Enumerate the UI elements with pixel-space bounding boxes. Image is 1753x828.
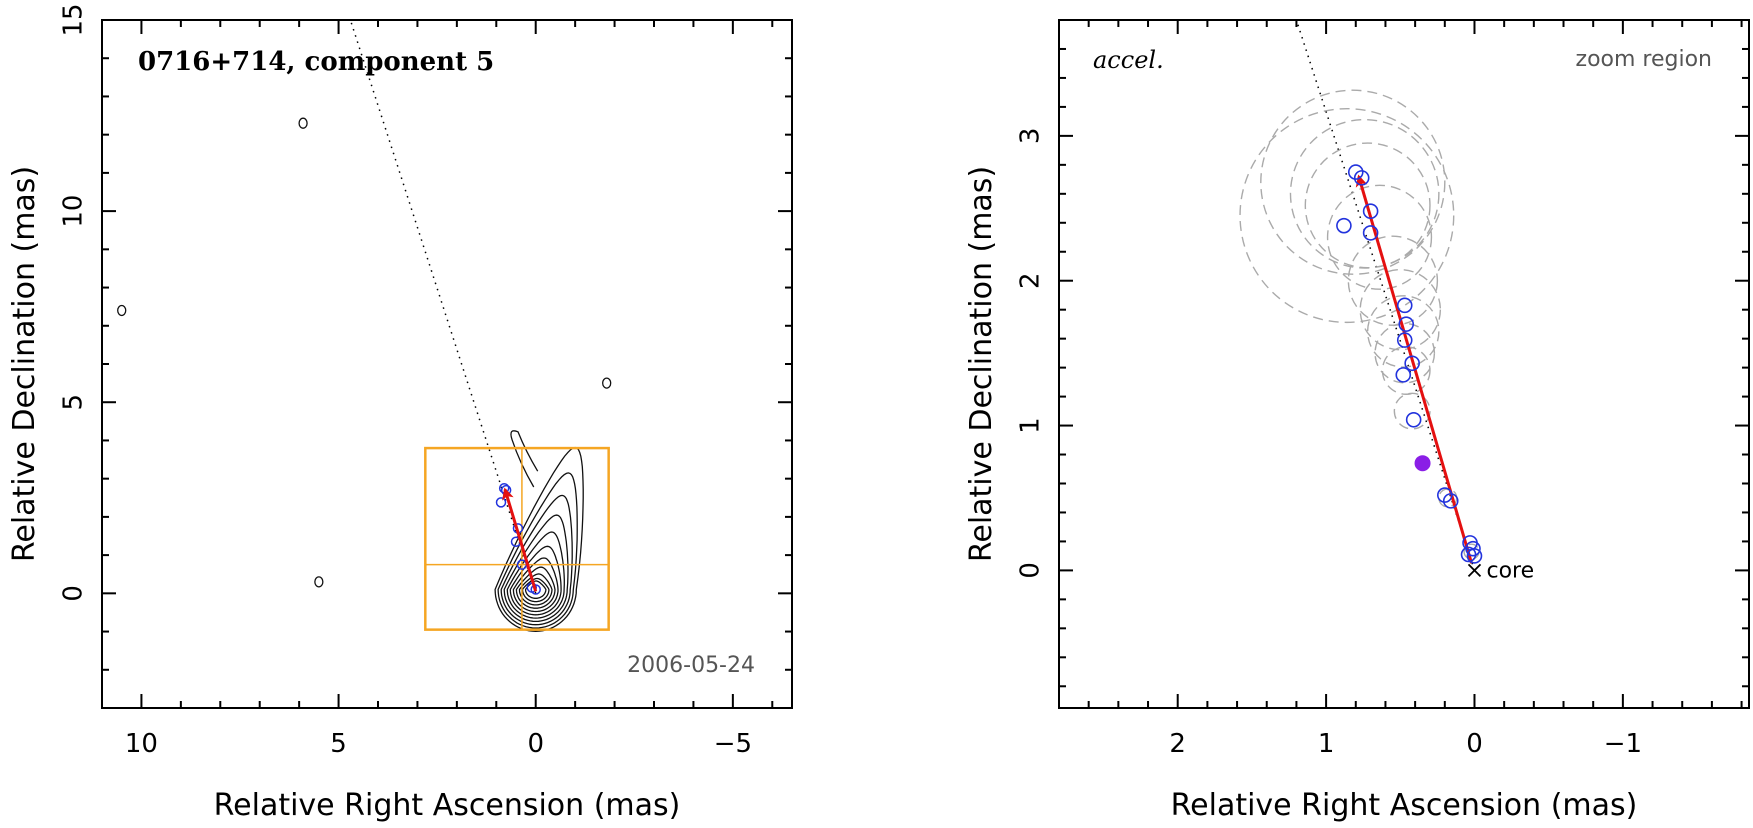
- contour-island: [117, 304, 127, 317]
- contour-ring: [500, 494, 573, 626]
- right-jet-direction-line: [1295, 20, 1476, 571]
- right-plot-frame: [1058, 19, 1750, 709]
- contour-ring: [497, 472, 578, 629]
- uncertainty-circle: [1393, 392, 1431, 430]
- component-position: [1396, 332, 1413, 348]
- left-tick-marks: [101, 19, 792, 709]
- left-velocity-arrow: [502, 487, 538, 592]
- left-panel-title: 0716+714, component 5: [138, 47, 494, 77]
- contour-ring: [515, 566, 556, 609]
- right-panel-title: accel.: [1093, 46, 1164, 74]
- right-x-tick-label: 0: [1466, 729, 1483, 759]
- contour-ring: [494, 446, 584, 632]
- uncertainty-circle: [1381, 346, 1431, 395]
- contour-island: [602, 377, 612, 389]
- component-position: [1395, 367, 1412, 383]
- contour-ring: [512, 557, 559, 613]
- contour-island: [298, 117, 308, 129]
- component-position: [1347, 164, 1364, 180]
- uncertainty-circle: [1304, 142, 1431, 269]
- core-label: core: [1486, 558, 1534, 583]
- left-x-tick-label: 10: [125, 729, 158, 759]
- left-y-axis-title: Relative Declination (mas): [7, 166, 42, 562]
- uncertainty-circles: [1239, 89, 1480, 560]
- contour-lobe: [510, 430, 539, 488]
- right-x-tick-label: 1: [1318, 729, 1335, 759]
- component-position: [1460, 546, 1477, 563]
- left-tick-labels: 10 5 0 −5 0 5 10 15: [59, 3, 753, 759]
- acceleration-marker: [1414, 455, 1431, 472]
- component-position: [1442, 493, 1459, 509]
- component-position: [1466, 548, 1483, 564]
- right-y-tick-label: 0: [1016, 562, 1046, 579]
- left-y-tick-label: 10: [59, 195, 89, 228]
- component-marker: [495, 497, 507, 508]
- uncertainty-circle: [1260, 89, 1446, 275]
- epoch-date-label: 2006-05-24: [627, 653, 755, 678]
- zoom-region-label: zoom region: [1576, 47, 1712, 72]
- left-panel: 10 5 0 −5 0 5 10 15 0716+714, component 5 2006-…: [7, 3, 793, 823]
- uncertainty-circle: [1366, 295, 1440, 368]
- right-tick-labels: 2 1 0 −1 0 1 2 3: [1016, 128, 1643, 759]
- uncertainty-circle: [1326, 184, 1433, 290]
- left-x-tick-label: 5: [330, 729, 347, 759]
- uncertainty-circle: [1239, 107, 1455, 324]
- left-x-axis-title: Relative Right Ascension (mas): [214, 788, 681, 823]
- right-component-markers: [1336, 164, 1483, 564]
- left-jet-direction-line: [349, 20, 537, 594]
- component-position: [1404, 355, 1420, 372]
- component-position: [1437, 487, 1453, 503]
- contour-ring: [518, 573, 553, 606]
- right-x-axis-title: Relative Right Ascension (mas): [1171, 788, 1638, 823]
- contour-ring: [524, 580, 547, 599]
- uncertainty-circle: [1374, 322, 1436, 384]
- right-tick-marks: [1058, 19, 1749, 708]
- contour-islands: [117, 117, 612, 588]
- component-position: [1336, 217, 1352, 234]
- contour-map: [494, 430, 584, 632]
- component-position: [1353, 170, 1370, 186]
- core-cross-b: [1467, 563, 1482, 578]
- right-y-axis-title: Relative Declination (mas): [964, 166, 999, 562]
- left-y-tick-label: 0: [59, 585, 89, 602]
- zoom-box-rect: [424, 446, 610, 631]
- right-y-tick-label: 1: [1016, 417, 1046, 434]
- contour-ring: [506, 531, 565, 619]
- right-panel: 2 1 0 −1 0 1 2 3 accel. zoom region core Relati…: [964, 19, 1750, 823]
- right-x-tick-label: −1: [1604, 729, 1642, 759]
- left-x-tick-label: −5: [714, 729, 752, 759]
- contour-island: [314, 576, 324, 588]
- right-y-tick-label: 3: [1016, 128, 1046, 145]
- contour-ring: [509, 545, 562, 616]
- component-position: [1398, 316, 1415, 332]
- component-position: [1362, 203, 1379, 219]
- left-y-tick-label: 5: [59, 394, 89, 411]
- contour-ring: [503, 514, 569, 623]
- uncertainty-circle: [1347, 235, 1439, 326]
- right-x-tick-label: 2: [1169, 729, 1186, 759]
- acceleration-point: [1414, 455, 1431, 472]
- left-plot-frame: [101, 19, 793, 709]
- component-position: [1405, 411, 1422, 428]
- right-y-tick-label: 2: [1016, 272, 1046, 289]
- component-position: [1362, 225, 1379, 241]
- core-marker: [1467, 563, 1482, 578]
- left-x-tick-label: 0: [527, 729, 544, 759]
- component-marker: [530, 584, 541, 595]
- component-position: [1396, 297, 1413, 314]
- left-y-tick-label: 15: [59, 3, 89, 36]
